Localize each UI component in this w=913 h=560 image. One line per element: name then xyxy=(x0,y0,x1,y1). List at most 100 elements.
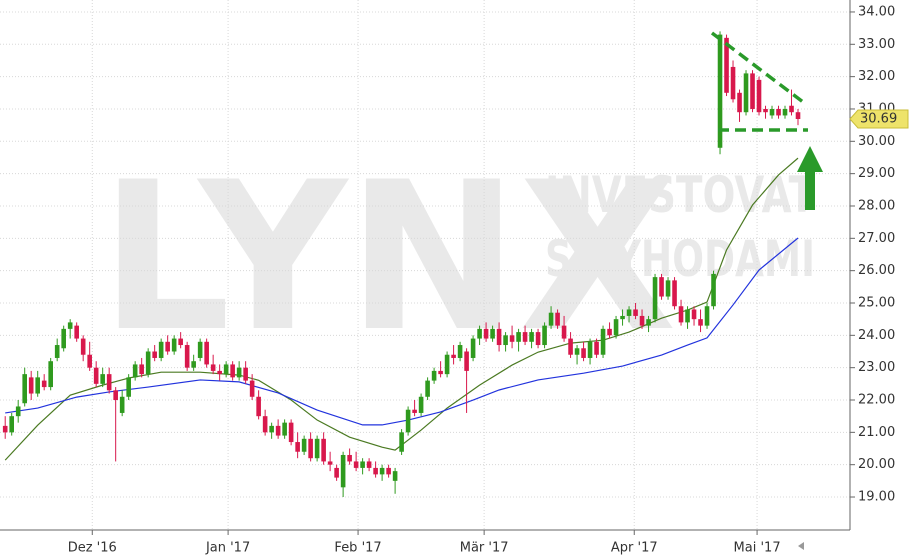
candle-body xyxy=(41,380,47,388)
candle-body xyxy=(776,108,781,116)
grid xyxy=(0,0,850,530)
candle-body xyxy=(769,108,775,116)
y-tick-label: 33.00 xyxy=(858,37,895,52)
candle-body xyxy=(191,361,196,368)
annotation xyxy=(710,31,808,132)
arrow-shaft xyxy=(805,170,815,210)
candle-body xyxy=(561,325,567,339)
candle-body xyxy=(67,322,73,329)
candle-body xyxy=(496,328,502,346)
moving-average xyxy=(5,237,799,426)
candle-body xyxy=(230,364,235,378)
candle-body xyxy=(340,454,346,488)
candle-body xyxy=(152,351,157,358)
candle-body xyxy=(236,367,242,378)
candle-body xyxy=(178,338,183,346)
candle-body xyxy=(503,335,508,346)
y-tick-label: 32.00 xyxy=(858,69,895,84)
candle-body xyxy=(139,364,144,375)
candle-body xyxy=(197,341,203,358)
watermark-line: S VÝHODAMI xyxy=(545,229,815,288)
candle-body xyxy=(782,108,788,116)
candle-body xyxy=(600,328,606,355)
candles xyxy=(2,31,801,498)
y-tick-label: 20.00 xyxy=(858,457,895,472)
candle-body xyxy=(685,309,690,323)
candle-body xyxy=(555,312,560,326)
candle-body xyxy=(672,280,677,307)
candle-body xyxy=(646,319,651,326)
y-tick-label: 29.00 xyxy=(858,166,895,181)
candle-body xyxy=(314,438,320,459)
candle-body xyxy=(379,467,385,475)
y-tick-label: 23.00 xyxy=(858,360,895,375)
candle-body xyxy=(412,409,417,413)
y-tick-label: 30.00 xyxy=(858,134,895,149)
watermark-line: INVESTOVAT xyxy=(545,166,815,224)
scroll-icon[interactable] xyxy=(798,542,804,550)
x-tick-label: Jan '17 xyxy=(205,541,250,556)
y-tick-label: 21.00 xyxy=(858,425,895,440)
candle-body xyxy=(48,361,53,388)
candle-body xyxy=(223,364,229,375)
candle-body xyxy=(119,396,125,413)
y-tick-label: 24.00 xyxy=(858,328,895,343)
candle-body xyxy=(633,309,638,316)
last-price-tag xyxy=(849,109,909,129)
candle-body xyxy=(581,348,586,358)
candle-body xyxy=(386,467,391,475)
candle-body xyxy=(659,277,664,297)
candle-body xyxy=(61,328,66,349)
candle-body xyxy=(35,377,40,394)
candle-body xyxy=(308,438,313,459)
trend-line xyxy=(710,31,805,104)
candle-body xyxy=(87,354,92,368)
candle-body xyxy=(204,341,209,365)
candle-body xyxy=(691,309,697,320)
candle-body xyxy=(184,345,190,368)
candle-body xyxy=(366,461,372,468)
watermark-logo: LYNX xyxy=(100,139,677,377)
candle-body xyxy=(665,280,671,297)
x-tick-label: Dez '16 xyxy=(68,541,117,556)
candle-body xyxy=(568,338,573,355)
candle-body xyxy=(256,396,261,417)
candle-body xyxy=(717,34,723,148)
candle-body xyxy=(113,390,118,401)
candle-body xyxy=(132,364,138,378)
candle-body xyxy=(587,341,593,358)
candle-body xyxy=(145,351,151,375)
candle-body xyxy=(301,438,307,452)
candle-body xyxy=(171,338,177,352)
candle-body xyxy=(730,66,736,100)
candle-body xyxy=(639,315,645,326)
candle-body xyxy=(282,422,287,436)
candle-body xyxy=(93,367,99,384)
candle-body xyxy=(334,467,339,478)
candle-body xyxy=(9,416,14,433)
candle-body xyxy=(652,277,658,320)
candle-body xyxy=(106,374,112,391)
candle-body xyxy=(451,354,456,358)
candle-body xyxy=(54,345,60,358)
candle-body xyxy=(464,351,469,371)
candle-body xyxy=(620,315,625,320)
candle-body xyxy=(529,332,534,342)
candle-body xyxy=(392,471,398,481)
candle-body xyxy=(399,432,404,452)
candle-body xyxy=(28,377,34,394)
candle-body xyxy=(249,380,255,397)
candle-body xyxy=(74,325,79,339)
candle-body xyxy=(165,341,170,352)
candle-body xyxy=(275,425,281,436)
candle-body xyxy=(210,364,216,371)
candle-body xyxy=(516,332,521,342)
candle-body xyxy=(126,377,131,397)
candle-body xyxy=(477,328,482,339)
candle-body xyxy=(353,461,359,468)
candle-body xyxy=(698,319,703,326)
x-tick-label: Mär '17 xyxy=(460,541,509,556)
candle-body xyxy=(321,438,326,462)
candle-body xyxy=(789,105,794,113)
